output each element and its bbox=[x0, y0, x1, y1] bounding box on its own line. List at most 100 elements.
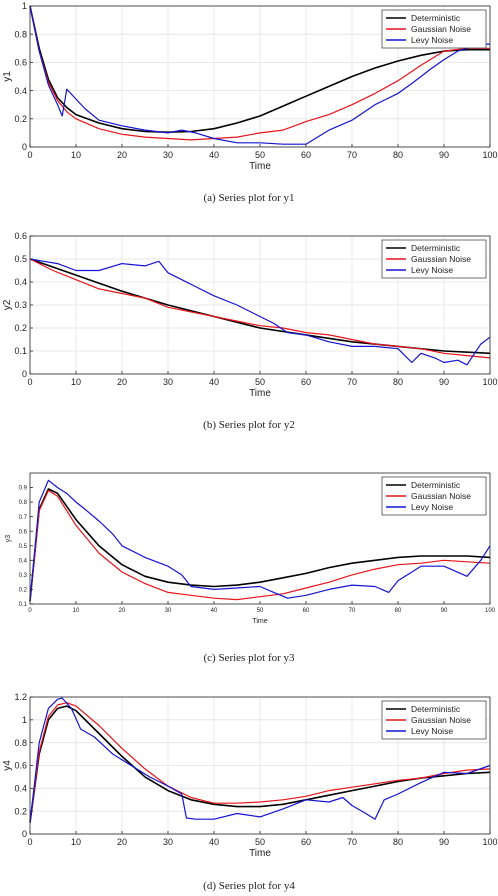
caption-a: (a) Series plot for y1 bbox=[203, 192, 295, 204]
x-tick-label: 80 bbox=[395, 608, 402, 614]
series-line-gaussian-noise bbox=[29, 258, 491, 359]
caption-b: (b) Series plot for y2 bbox=[203, 419, 295, 431]
y-tick-label: 0 bbox=[22, 829, 27, 839]
x-axis-label: Time bbox=[249, 848, 271, 859]
x-tick-label: 50 bbox=[255, 377, 265, 387]
y-axis-label: y4 bbox=[2, 760, 13, 771]
y-tick-label: 0.1 bbox=[19, 602, 28, 608]
series-line-levy-noise bbox=[29, 5, 490, 145]
x-tick-label: 10 bbox=[71, 150, 81, 160]
x-tick-label: 20 bbox=[117, 377, 127, 387]
series-line-gaussian-noise bbox=[29, 5, 490, 141]
legend-label: Deterministic bbox=[411, 13, 461, 23]
x-tick-label: 60 bbox=[301, 150, 311, 160]
series-line-gaussian-noise bbox=[29, 489, 491, 602]
x-axis-label: Time bbox=[249, 388, 271, 399]
x-axis-label: Time bbox=[252, 618, 267, 625]
y-tick-label: 0.4 bbox=[19, 558, 28, 564]
x-tick-label: 40 bbox=[209, 377, 219, 387]
y-tick-label: 0 bbox=[22, 369, 27, 379]
x-tick-label: 60 bbox=[301, 377, 311, 387]
y-tick-label: 0.6 bbox=[14, 761, 27, 771]
y-tick-label: 0.5 bbox=[19, 544, 28, 550]
x-tick-label: 90 bbox=[439, 377, 449, 387]
legend-label: Levy Noise bbox=[411, 502, 453, 512]
y-tick-label: 0.4 bbox=[14, 86, 27, 96]
x-tick-label: 100 bbox=[482, 837, 497, 847]
y2-series-chart: 0 10 20 30 40 50 60 70 80 90 100 0 0.1 0.2 0.3 0.4 0.5 0.… bbox=[2, 231, 498, 399]
legend-label: Deterministic bbox=[411, 480, 461, 490]
caption-d: (d) Series plot for y4 bbox=[203, 880, 295, 892]
x-tick-label: 0 bbox=[27, 837, 32, 847]
x-tick-label: 70 bbox=[347, 377, 357, 387]
y4-series-chart: 0 10 20 30 40 50 60 70 80 90 100 0 0.2 0.4 0.6 0.8 1 1.2 T… bbox=[2, 692, 498, 859]
x-tick-label: 80 bbox=[393, 837, 403, 847]
y-tick-label: 0.2 bbox=[14, 323, 27, 333]
x-tick-label: 10 bbox=[73, 608, 80, 614]
x-tick-label: 0 bbox=[27, 150, 32, 160]
legend-label: Gaussian Noise bbox=[411, 24, 471, 34]
x-tick-label: 10 bbox=[71, 837, 81, 847]
x-tick-label: 80 bbox=[393, 377, 403, 387]
x-tick-label: 40 bbox=[211, 608, 218, 614]
y3-series-chart: 0 10 20 30 40 50 60 70 80 90 100 0.1 0.2 0.3 0.4 0.5 0.6… bbox=[5, 472, 496, 625]
y-tick-label: 0.8 bbox=[14, 738, 27, 748]
legend-label: Levy Noise bbox=[411, 726, 453, 736]
x-tick-label: 50 bbox=[257, 608, 264, 614]
x-tick-label: 60 bbox=[303, 608, 310, 614]
x-tick-label: 60 bbox=[301, 837, 311, 847]
x-tick-label: 0 bbox=[28, 608, 32, 614]
x-tick-label: 30 bbox=[163, 837, 173, 847]
legend-label: Levy Noise bbox=[411, 35, 453, 45]
y-axis-label: y3 bbox=[5, 535, 12, 543]
panel-a: 0 10 20 30 40 50 60 70 80 90 100 0 0.2 0.4 0.6 0.8 1 Time… bbox=[0, 0, 498, 218]
y-axis-label: y1 bbox=[2, 71, 13, 82]
x-tick-label: 70 bbox=[349, 608, 356, 614]
panel-b: 0 10 20 30 40 50 60 70 80 90 100 0 0.1 0.2 0.3 0.4 0.5 0.… bbox=[0, 226, 498, 444]
panel-d: 0 10 20 30 40 50 60 70 80 90 100 0 0.2 0.4 0.6 0.8 1 1.2 T… bbox=[0, 686, 498, 896]
legend-label: Deterministic bbox=[411, 704, 461, 714]
x-tick-label: 0 bbox=[27, 377, 32, 387]
y-tick-label: 0.5 bbox=[14, 254, 27, 264]
series-line-deterministic bbox=[29, 5, 490, 133]
series-line-gaussian-noise bbox=[29, 702, 491, 823]
x-tick-label: 20 bbox=[117, 837, 127, 847]
y-tick-label: 0.2 bbox=[14, 114, 27, 124]
x-tick-label: 100 bbox=[485, 608, 496, 614]
panel-c: 0 10 20 30 40 50 60 70 80 90 100 0.1 0.2 0.3 0.4 0.5 0.6… bbox=[0, 456, 498, 672]
x-tick-label: 20 bbox=[117, 150, 127, 160]
x-tick-label: 50 bbox=[255, 150, 265, 160]
y-tick-label: 0 bbox=[22, 142, 27, 152]
series-line-levy-noise bbox=[29, 479, 491, 602]
legend-label: Gaussian Noise bbox=[411, 715, 471, 725]
x-tick-label: 30 bbox=[165, 608, 172, 614]
x-tick-label: 90 bbox=[441, 608, 448, 614]
legend-label: Deterministic bbox=[411, 243, 461, 253]
series-line-deterministic bbox=[29, 705, 491, 823]
legend-label: Levy Noise bbox=[411, 265, 453, 275]
y-tick-label: 0.6 bbox=[14, 58, 27, 68]
x-tick-label: 30 bbox=[163, 377, 173, 387]
y-tick-label: 0.7 bbox=[19, 515, 28, 521]
x-tick-label: 80 bbox=[393, 150, 403, 160]
y-tick-label: 1 bbox=[22, 715, 27, 725]
legend-label: Gaussian Noise bbox=[411, 254, 471, 264]
series-line-deterministic bbox=[29, 488, 491, 602]
y-tick-label: 0.6 bbox=[14, 231, 27, 241]
y-tick-label: 1 bbox=[22, 1, 27, 11]
x-tick-label: 70 bbox=[347, 837, 357, 847]
y-tick-label: 0.9 bbox=[19, 486, 28, 492]
y-tick-label: 0.2 bbox=[14, 806, 27, 816]
series-line-levy-noise bbox=[29, 258, 491, 366]
x-tick-label: 40 bbox=[209, 837, 219, 847]
y-tick-label: 0.1 bbox=[14, 346, 27, 356]
y-tick-label: 0.3 bbox=[19, 573, 28, 579]
x-tick-label: 10 bbox=[71, 377, 81, 387]
series-line-levy-noise bbox=[29, 697, 491, 823]
x-tick-label: 100 bbox=[482, 150, 497, 160]
x-tick-label: 90 bbox=[439, 837, 449, 847]
y-tick-label: 0.4 bbox=[14, 277, 27, 287]
